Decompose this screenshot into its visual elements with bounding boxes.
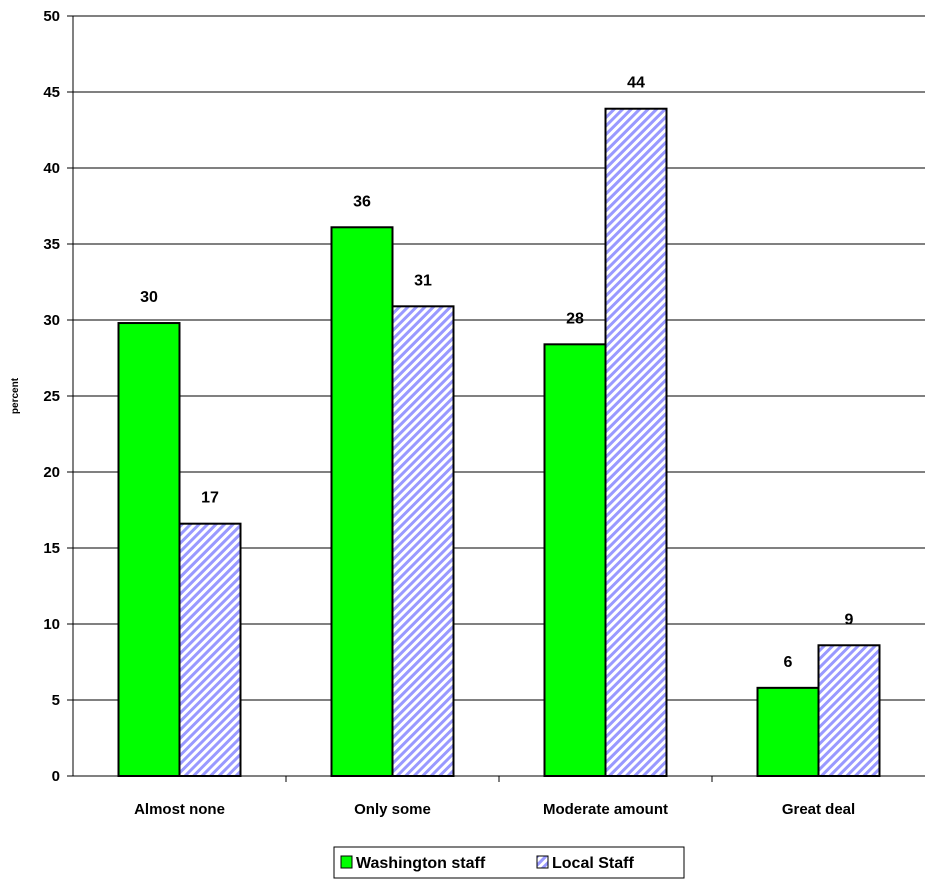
data-label: 36 bbox=[353, 193, 371, 210]
bars-group bbox=[117, 107, 881, 778]
legend-label: Local Staff bbox=[552, 855, 634, 872]
y-tick-label: 30 bbox=[43, 312, 60, 329]
y-tick-label: 50 bbox=[43, 8, 60, 25]
y-tick-label: 35 bbox=[43, 236, 60, 253]
legend-swatch bbox=[340, 855, 353, 869]
y-tick-label: 0 bbox=[52, 768, 60, 785]
data-label: 17 bbox=[201, 490, 219, 507]
bar-local-0 bbox=[178, 522, 242, 777]
y-tick-label: 25 bbox=[43, 388, 60, 405]
bar-local-3 bbox=[817, 644, 881, 778]
bar-local-2 bbox=[604, 107, 668, 778]
bar-local-1 bbox=[391, 305, 455, 777]
data-label: 31 bbox=[414, 272, 432, 289]
data-label: 28 bbox=[566, 310, 584, 327]
bar-washington-1 bbox=[330, 226, 394, 777]
data-label: 6 bbox=[784, 654, 793, 671]
axes: 0 5 10 15 20 25 30 35 40 45 50 bbox=[43, 8, 925, 785]
bar-washington-0 bbox=[117, 322, 181, 777]
y-tick-label: 15 bbox=[43, 540, 60, 557]
legend-label: Washington staff bbox=[356, 855, 486, 872]
data-label: 9 bbox=[845, 611, 854, 628]
y-tick-label: 45 bbox=[43, 84, 60, 101]
x-category-label: Great deal bbox=[782, 801, 855, 818]
legend-box bbox=[333, 846, 685, 879]
y-axis-label: percent bbox=[10, 377, 21, 414]
bar-washington-2 bbox=[543, 343, 607, 777]
y-tick-label: 20 bbox=[43, 464, 60, 481]
legend: Washington staff Local Staff bbox=[333, 846, 685, 879]
y-tick-label: 5 bbox=[52, 692, 60, 709]
y-tick-label: 10 bbox=[43, 616, 60, 633]
x-category-label: Almost none bbox=[134, 801, 225, 818]
data-label: 44 bbox=[627, 75, 645, 92]
y-tick-label: 40 bbox=[43, 160, 60, 177]
bar-washington-3 bbox=[756, 686, 820, 778]
labels-group: 30 17 Almost none 36 31 Only some 28 44 Moderate… bbox=[134, 75, 855, 818]
data-label: 30 bbox=[140, 289, 158, 306]
x-category-label: Moderate amount bbox=[543, 801, 668, 818]
x-category-label: Only some bbox=[354, 801, 431, 818]
legend-swatch bbox=[536, 855, 549, 869]
